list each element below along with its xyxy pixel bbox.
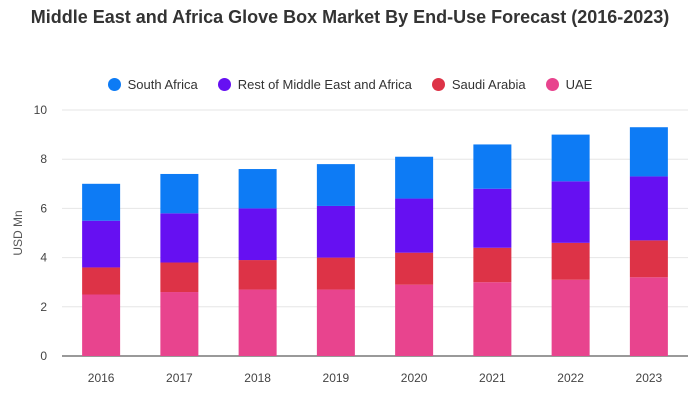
bar-segment-south-africa — [551, 134, 590, 182]
y-tick-label: 4 — [40, 251, 47, 265]
legend: South Africa Rest of Middle East and Afri… — [0, 74, 700, 94]
legend-label: Saudi Arabia — [451, 76, 526, 92]
legend-label: Rest of Middle East and Africa — [237, 76, 412, 92]
legend-item[interactable]: UAE — [545, 76, 593, 92]
x-tick-label: 2021 — [479, 371, 506, 385]
y-tick-label: 2 — [40, 300, 47, 314]
bar-segment-uae — [82, 294, 121, 356]
x-tick-label: 2019 — [323, 371, 350, 385]
bar-segment-saudi-arabia — [551, 242, 590, 280]
legend-swatch — [107, 77, 121, 91]
bar-segment-saudi-arabia — [629, 240, 668, 278]
bar-segment-saudi-arabia — [473, 247, 512, 283]
bar-segment-uae — [238, 289, 277, 356]
x-tick-label: 2018 — [244, 371, 271, 385]
bar-segment-rest-of-middle-east-and-africa — [473, 188, 512, 248]
y-tick-label: 10 — [34, 103, 48, 117]
bar-segment-saudi-arabia — [160, 262, 199, 293]
bar-segment-south-africa — [395, 156, 434, 199]
bar-segment-uae — [316, 289, 355, 356]
legend-label: UAE — [565, 76, 593, 92]
legend-label: South Africa — [127, 76, 198, 92]
bar-segment-south-africa — [82, 183, 121, 221]
bar-segment-south-africa — [316, 164, 355, 206]
bar-segment-uae — [395, 284, 434, 356]
bar-segment-rest-of-middle-east-and-africa — [316, 205, 355, 258]
bar-segment-rest-of-middle-east-and-africa — [160, 213, 199, 263]
y-axis-label: USD Mn — [11, 210, 25, 255]
bar-segment-rest-of-middle-east-and-africa — [395, 198, 434, 253]
bar-segment-south-africa — [629, 127, 668, 177]
legend-item[interactable]: South Africa — [107, 76, 198, 92]
x-tick-label: 2023 — [636, 371, 663, 385]
bar-segment-south-africa — [160, 173, 199, 214]
bar-segment-saudi-arabia — [316, 257, 355, 290]
x-tick-label: 2022 — [557, 371, 584, 385]
bar-segment-saudi-arabia — [238, 260, 277, 290]
x-tick-label: 2020 — [401, 371, 428, 385]
legend-item[interactable]: Saudi Arabia — [431, 76, 526, 92]
bar-segment-uae — [551, 279, 590, 356]
bar-segment-uae — [473, 282, 512, 356]
legend-item[interactable]: Rest of Middle East and Africa — [217, 76, 412, 92]
bar-segment-south-africa — [473, 144, 512, 189]
bar-segment-rest-of-middle-east-and-africa — [629, 176, 668, 241]
legend-swatch — [217, 77, 231, 91]
y-tick-label: 6 — [40, 201, 47, 215]
bar-segment-south-africa — [238, 169, 277, 209]
bar-segment-saudi-arabia — [82, 267, 121, 295]
chart-title: Middle East and Africa Glove Box Market … — [30, 7, 670, 27]
bar-segment-uae — [160, 292, 199, 356]
legend-swatch — [545, 77, 559, 91]
legend-swatch — [431, 77, 445, 91]
bar-segment-rest-of-middle-east-and-africa — [238, 208, 277, 261]
x-tick-label: 2016 — [88, 371, 115, 385]
x-tick-label: 2017 — [166, 371, 193, 385]
bar-segment-uae — [629, 277, 668, 356]
bar-segment-rest-of-middle-east-and-africa — [82, 220, 121, 268]
bar-segment-rest-of-middle-east-and-africa — [551, 181, 590, 243]
bar-segment-saudi-arabia — [395, 252, 434, 285]
y-tick-label: 0 — [40, 349, 47, 363]
y-tick-label: 8 — [40, 152, 47, 166]
